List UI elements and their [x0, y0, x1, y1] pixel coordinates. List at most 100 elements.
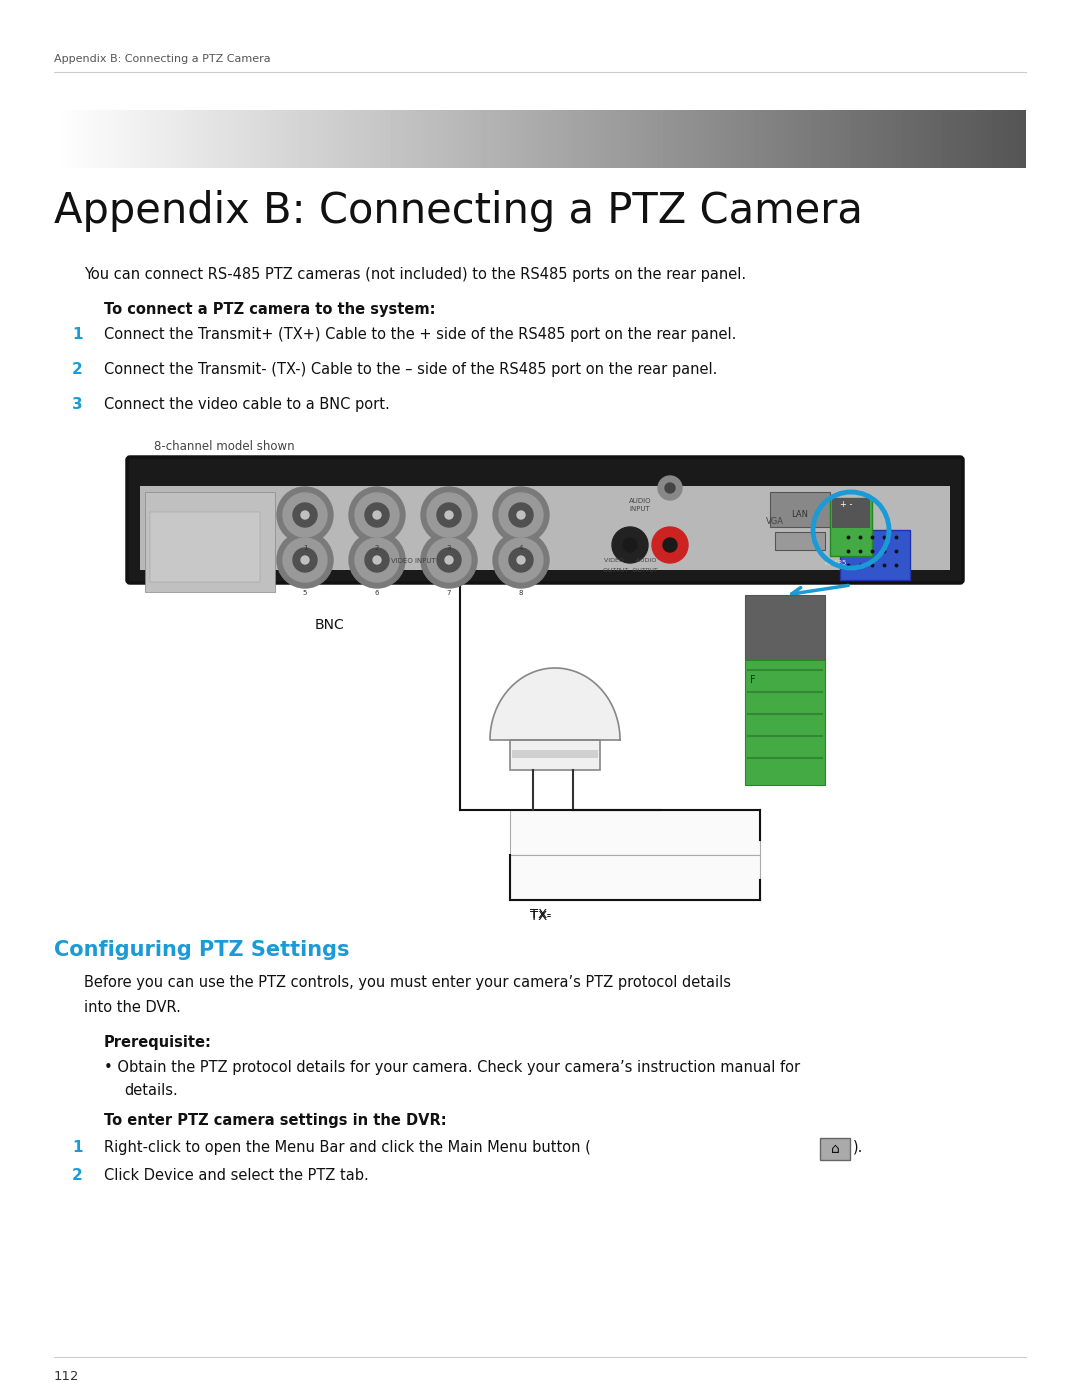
Circle shape — [437, 503, 461, 527]
Text: TX-: TX- — [530, 870, 552, 883]
Bar — [831, 497, 872, 556]
Circle shape — [427, 538, 471, 583]
Text: –: – — [775, 599, 781, 613]
Circle shape — [665, 483, 675, 493]
Text: Connect the video cable to a BNC port.: Connect the video cable to a BNC port. — [104, 397, 390, 412]
Text: 8: 8 — [518, 590, 523, 597]
Text: Before you can use the PTZ controls, you must enter your camera’s PTZ protocol d: Before you can use the PTZ controls, you… — [84, 975, 731, 990]
Text: TX+: TX+ — [530, 826, 558, 838]
Text: F: F — [750, 675, 756, 685]
Circle shape — [283, 538, 327, 583]
Text: 112: 112 — [54, 1370, 80, 1383]
Bar — [140, 469, 950, 570]
Circle shape — [623, 538, 637, 552]
Circle shape — [517, 511, 525, 520]
Text: TX+: TX+ — [530, 814, 558, 828]
Text: TX-: TX- — [530, 908, 552, 921]
Text: To connect a PTZ camera to the system:: To connect a PTZ camera to the system: — [104, 302, 435, 317]
Text: Prerequisite:: Prerequisite: — [104, 1035, 212, 1051]
Text: • Obtain the PTZ protocol details for your camera. Check your camera’s instructi: • Obtain the PTZ protocol details for yo… — [104, 1060, 800, 1076]
Bar — [840, 529, 910, 580]
Circle shape — [652, 527, 688, 563]
Bar — [745, 659, 825, 785]
Circle shape — [301, 511, 309, 520]
Circle shape — [663, 538, 677, 552]
Circle shape — [276, 488, 333, 543]
Circle shape — [301, 556, 309, 564]
Circle shape — [658, 476, 681, 500]
Circle shape — [421, 532, 477, 588]
Text: 2: 2 — [72, 1168, 83, 1183]
Circle shape — [276, 532, 333, 588]
Bar — [820, 1139, 850, 1160]
Text: 2: 2 — [72, 362, 83, 377]
Circle shape — [365, 503, 389, 527]
Text: To enter PTZ camera settings in the DVR:: To enter PTZ camera settings in the DVR: — [104, 1113, 447, 1127]
Circle shape — [355, 493, 399, 536]
Bar — [512, 750, 598, 759]
Text: BNC: BNC — [315, 617, 345, 631]
Text: 1: 1 — [72, 327, 82, 342]
Circle shape — [445, 556, 453, 564]
Circle shape — [492, 488, 549, 543]
Circle shape — [293, 548, 318, 571]
Text: RS485: RS485 — [825, 560, 847, 566]
Text: LAN: LAN — [792, 510, 809, 520]
Circle shape — [499, 493, 543, 536]
Circle shape — [365, 548, 389, 571]
Text: + -: + - — [840, 500, 852, 509]
Text: 3: 3 — [447, 545, 451, 550]
Bar — [150, 511, 260, 583]
Text: 3: 3 — [72, 397, 83, 412]
Text: VIDEO INPUT: VIDEO INPUT — [391, 557, 435, 564]
Text: INPUT: INPUT — [630, 506, 650, 511]
Circle shape — [445, 511, 453, 520]
Circle shape — [373, 556, 381, 564]
Text: 8-channel model shown: 8-channel model shown — [154, 440, 295, 453]
FancyBboxPatch shape — [127, 457, 963, 583]
Text: Connect the Transmit+ (TX+) Cable to the + side of the RS485 port on the rear pa: Connect the Transmit+ (TX+) Cable to the… — [104, 327, 737, 342]
Bar — [145, 492, 275, 592]
Text: OUTPUT  OUTPUT: OUTPUT OUTPUT — [603, 569, 658, 573]
Text: 4: 4 — [518, 545, 523, 550]
Text: ▲: ▲ — [200, 520, 210, 534]
Circle shape — [427, 493, 471, 536]
Bar — [510, 740, 600, 770]
Circle shape — [293, 503, 318, 527]
Text: Appendix B: Connecting a PTZ Camera: Appendix B: Connecting a PTZ Camera — [54, 190, 863, 232]
Text: 2: 2 — [375, 545, 379, 550]
Text: Right-click to open the Menu Bar and click the Main Menu button (: Right-click to open the Menu Bar and cli… — [104, 1140, 591, 1155]
Text: ).: ). — [853, 1140, 863, 1155]
Text: 1: 1 — [302, 545, 307, 550]
Bar — [832, 497, 870, 528]
Text: Appendix B: Connecting a PTZ Camera: Appendix B: Connecting a PTZ Camera — [54, 54, 271, 64]
Circle shape — [612, 527, 648, 563]
Circle shape — [349, 488, 405, 543]
Circle shape — [509, 548, 534, 571]
Circle shape — [349, 532, 405, 588]
Text: Configuring PTZ Settings: Configuring PTZ Settings — [54, 940, 350, 960]
Circle shape — [509, 503, 534, 527]
Circle shape — [421, 488, 477, 543]
Bar — [510, 810, 760, 855]
Text: into the DVR.: into the DVR. — [84, 1000, 180, 1016]
Text: details.: details. — [124, 1083, 178, 1098]
Text: You can connect RS-485 PTZ cameras (not included) to the RS485 ports on the rear: You can connect RS-485 PTZ cameras (not … — [84, 267, 746, 282]
Bar — [745, 595, 825, 659]
Text: Click Device and select the PTZ tab.: Click Device and select the PTZ tab. — [104, 1168, 368, 1183]
Circle shape — [283, 493, 327, 536]
Bar — [140, 469, 950, 486]
Text: +: + — [753, 599, 764, 613]
Circle shape — [492, 532, 549, 588]
Circle shape — [373, 511, 381, 520]
Text: 1: 1 — [72, 1140, 82, 1155]
Circle shape — [517, 556, 525, 564]
Circle shape — [437, 548, 461, 571]
Text: VGA: VGA — [766, 517, 784, 527]
Text: Connect the Transmit- (TX-) Cable to the – side of the RS485 port on the rear pa: Connect the Transmit- (TX-) Cable to the… — [104, 362, 717, 377]
Text: 7: 7 — [447, 590, 451, 597]
Polygon shape — [490, 668, 620, 740]
Text: AUDIO: AUDIO — [629, 497, 651, 504]
Bar — [775, 532, 825, 550]
Text: CAUTION: CAUTION — [172, 502, 199, 507]
